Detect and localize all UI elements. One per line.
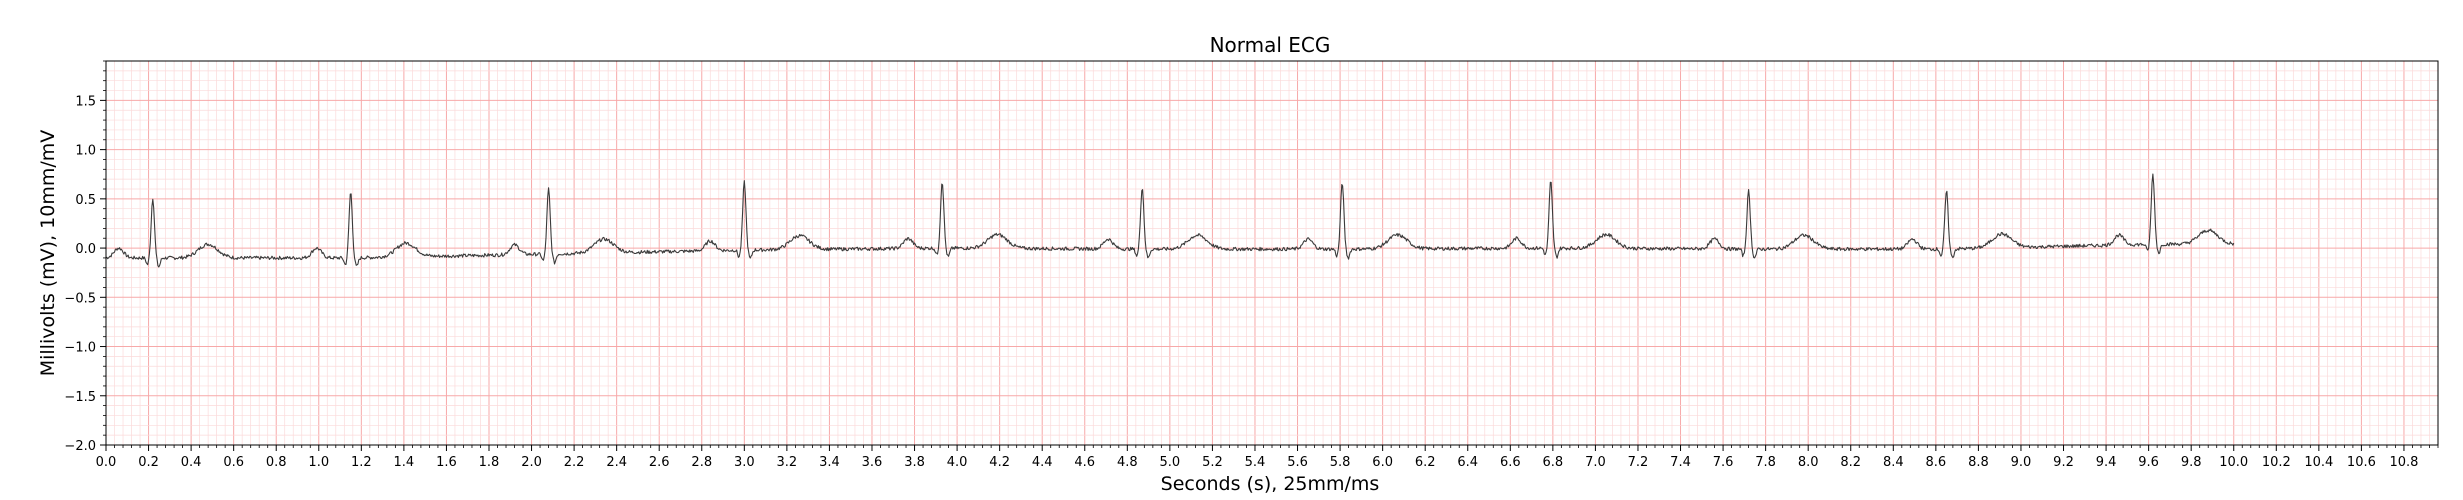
x-tick-label: 5.2 xyxy=(1202,455,1223,470)
x-tick-label: 7.8 xyxy=(1755,455,1776,470)
x-tick-label: 2.2 xyxy=(564,455,585,470)
x-tick-label: 9.8 xyxy=(2181,455,2202,470)
y-tick-label: −0.5 xyxy=(64,291,96,306)
x-tick-label: 8.4 xyxy=(1883,455,1904,470)
y-tick-label: 1.0 xyxy=(75,144,96,159)
y-axis-label: Millivolts (mV), 10mm/mV xyxy=(37,130,59,377)
y-tick-label: −1.0 xyxy=(64,341,96,356)
x-tick-label: 1.8 xyxy=(479,455,500,470)
x-tick-label: 6.4 xyxy=(1457,455,1478,470)
x-tick-label: 8.6 xyxy=(1926,455,1947,470)
x-tick-label: 4.4 xyxy=(1032,455,1053,470)
x-tick-label: 9.0 xyxy=(2011,455,2032,470)
x-tick-label: 2.6 xyxy=(649,455,670,470)
x-tick-label: 7.0 xyxy=(1585,455,1606,470)
x-tick-label: 5.6 xyxy=(1287,455,1308,470)
y-tick-label: 0.0 xyxy=(75,242,96,257)
x-tick-label: 2.4 xyxy=(606,455,627,470)
x-tick-label: 4.6 xyxy=(1074,455,1095,470)
x-tick-label: 4.0 xyxy=(947,455,968,470)
y-tick-label: −2.0 xyxy=(64,439,96,454)
x-tick-label: 0.2 xyxy=(138,455,159,470)
x-tick-label: 6.8 xyxy=(1543,455,1564,470)
x-tick-label: 3.2 xyxy=(777,455,798,470)
ecg-trace xyxy=(105,173,2235,268)
x-tick-label: 8.2 xyxy=(1840,455,1861,470)
x-tick-label: 0.0 xyxy=(96,455,117,470)
y-tick-label: 1.5 xyxy=(75,94,96,109)
x-tick-label: 10.8 xyxy=(2389,455,2418,470)
x-tick-label: 5.0 xyxy=(1160,455,1181,470)
x-tick-label: 1.0 xyxy=(308,455,329,470)
x-tick-label: 3.0 xyxy=(734,455,755,470)
x-tick-label: 10.6 xyxy=(2347,455,2376,470)
x-tick-label: 10.0 xyxy=(2219,455,2248,470)
x-tick-label: 1.4 xyxy=(394,455,415,470)
y-axis-ticks: 1.5 1.0 0.5 0.0 −0.5 −1.0 −1.5 −2.0 xyxy=(64,60,106,454)
x-tick-label: 5.8 xyxy=(1330,455,1351,470)
x-tick-label: 0.8 xyxy=(266,455,287,470)
ecg-grid xyxy=(105,60,2439,446)
x-tick-label: 0.6 xyxy=(223,455,244,470)
x-tick-label: 10.4 xyxy=(2304,455,2333,470)
x-tick-label: 6.2 xyxy=(1415,455,1436,470)
chart-title: Normal ECG xyxy=(1210,33,1331,57)
x-tick-label: 1.6 xyxy=(436,455,457,470)
x-tick-label: 7.4 xyxy=(1670,455,1691,470)
x-tick-label: 1.2 xyxy=(351,455,372,470)
x-tick-label: 8.0 xyxy=(1798,455,1819,470)
x-tick-label: 7.6 xyxy=(1713,455,1734,470)
x-tick-label: 2.0 xyxy=(521,455,542,470)
x-tick-label: 4.8 xyxy=(1117,455,1138,470)
x-tick-label: 9.2 xyxy=(2053,455,2074,470)
x-axis-ticks: 0.0 0.2 0.4 0.6 0.8 1.0 1.2 1.4 1.6 1.8 2.0 2.2 2.4 2… xyxy=(96,445,2439,470)
x-tick-label: 9.6 xyxy=(2138,455,2159,470)
x-tick-label: 3.6 xyxy=(862,455,883,470)
y-tick-label: 0.5 xyxy=(75,193,96,208)
ecg-line xyxy=(105,173,2235,268)
x-tick-label: 9.4 xyxy=(2096,455,2117,470)
x-tick-label: 8.8 xyxy=(1968,455,1989,470)
x-tick-label: 5.4 xyxy=(1245,455,1266,470)
x-tick-label: 7.2 xyxy=(1628,455,1649,470)
y-tick-label: −1.5 xyxy=(64,390,96,405)
x-tick-label: 4.2 xyxy=(989,455,1010,470)
x-tick-label: 3.8 xyxy=(904,455,925,470)
x-tick-label: 3.4 xyxy=(819,455,840,470)
x-tick-label: 6.6 xyxy=(1500,455,1521,470)
x-axis-label: Seconds (s), 25mm/ms xyxy=(1161,473,1380,495)
x-tick-label: 10.2 xyxy=(2262,455,2291,470)
x-tick-label: 2.8 xyxy=(691,455,712,470)
x-tick-label: 0.4 xyxy=(181,455,202,470)
x-tick-label: 6.0 xyxy=(1372,455,1393,470)
